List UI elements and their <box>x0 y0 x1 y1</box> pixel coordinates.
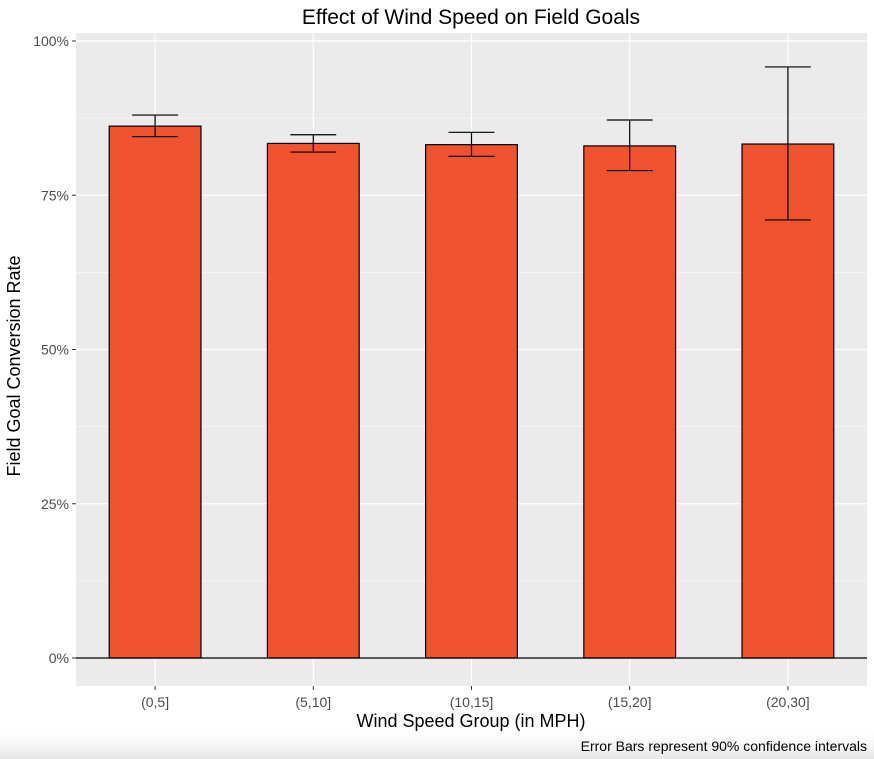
y-axis: 0% 25% 50% 75% 100% <box>33 33 76 666</box>
error-bar-1 <box>290 134 337 153</box>
y-tick-label: 25% <box>41 496 69 512</box>
y-tick-label: 0% <box>49 650 69 666</box>
x-tick-label: (15,20] <box>608 694 652 710</box>
x-tick-label: (10,15] <box>450 694 494 710</box>
x-axis-title: Wind Speed Group (in MPH) <box>356 711 585 731</box>
y-axis-title: Field Goal Conversion Rate <box>4 255 24 476</box>
bar-3 <box>583 145 677 659</box>
chart-title: Effect of Wind Speed on Field Goals <box>302 6 640 29</box>
bottom-shade <box>0 724 874 759</box>
bars <box>76 125 867 659</box>
x-tick-label: (0,5] <box>141 694 169 710</box>
error-bars <box>132 66 811 221</box>
y-tick-label: 100% <box>33 33 69 49</box>
bar-2 <box>425 144 518 659</box>
error-bar-2 <box>448 131 495 157</box>
bar-0 <box>108 125 202 659</box>
error-bar-3 <box>606 119 653 172</box>
bar-4 <box>741 143 835 659</box>
y-tick-label: 75% <box>41 187 69 203</box>
bar-1 <box>266 142 360 659</box>
y-tick-label: 50% <box>41 342 69 358</box>
error-bar-0 <box>132 114 179 138</box>
x-tick-label: (5,10] <box>295 694 331 710</box>
x-tick-label: (20,30] <box>766 694 810 710</box>
x-axis: (0,5] (5,10] (10,15] (15,20] (20,30] <box>141 686 810 710</box>
caption: Error Bars represent 90% confidence inte… <box>581 738 867 754</box>
error-bar-4 <box>764 66 811 221</box>
